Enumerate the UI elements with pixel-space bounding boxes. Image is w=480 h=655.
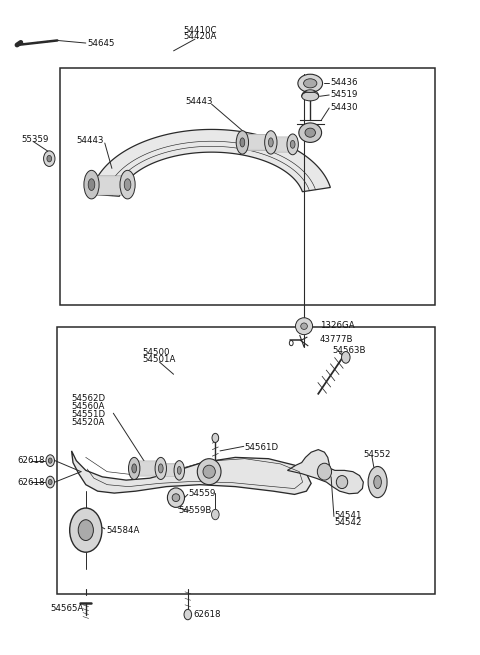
Text: 54542: 54542 (335, 519, 362, 527)
Ellipse shape (78, 519, 94, 540)
Ellipse shape (46, 455, 55, 466)
Text: 54541: 54541 (335, 512, 362, 520)
Polygon shape (72, 451, 311, 495)
Ellipse shape (158, 464, 163, 473)
Text: 62618: 62618 (17, 477, 45, 487)
Ellipse shape (374, 476, 382, 489)
Text: 54519: 54519 (330, 90, 358, 100)
Text: 54501A: 54501A (143, 355, 176, 364)
Text: 54559B: 54559B (179, 506, 212, 515)
Text: 54563B: 54563B (333, 346, 366, 355)
Ellipse shape (70, 508, 102, 552)
Polygon shape (288, 449, 363, 494)
Ellipse shape (48, 458, 52, 463)
Ellipse shape (303, 79, 317, 88)
Text: 54520A: 54520A (72, 418, 105, 427)
Text: 55359: 55359 (22, 135, 49, 143)
Ellipse shape (203, 465, 216, 478)
Text: 54561D: 54561D (245, 443, 279, 452)
Ellipse shape (84, 170, 99, 199)
Ellipse shape (301, 323, 307, 329)
Text: 54559: 54559 (189, 489, 216, 498)
Ellipse shape (290, 140, 295, 148)
Text: 62618: 62618 (193, 610, 221, 619)
Text: 54410C: 54410C (183, 26, 216, 35)
Text: 54430: 54430 (330, 103, 358, 113)
Polygon shape (91, 130, 330, 196)
Ellipse shape (264, 131, 277, 154)
Text: 43777B: 43777B (320, 335, 353, 345)
Ellipse shape (172, 494, 180, 502)
Ellipse shape (268, 138, 273, 147)
Ellipse shape (342, 352, 350, 364)
Ellipse shape (336, 476, 348, 489)
Ellipse shape (299, 123, 322, 142)
Text: 54565A: 54565A (50, 603, 84, 612)
Ellipse shape (301, 92, 319, 101)
Ellipse shape (212, 510, 219, 519)
Text: 54584A: 54584A (106, 525, 140, 534)
Ellipse shape (155, 457, 167, 479)
Text: 54562D: 54562D (72, 394, 106, 403)
Ellipse shape (132, 464, 137, 473)
Text: 62618: 62618 (17, 456, 45, 465)
Ellipse shape (44, 151, 55, 166)
Text: 54551D: 54551D (72, 410, 106, 419)
Ellipse shape (197, 458, 221, 485)
Bar (57, 328, 434, 594)
Ellipse shape (296, 318, 312, 335)
Ellipse shape (46, 476, 55, 488)
Bar (60, 67, 434, 305)
Text: 54443: 54443 (76, 136, 104, 145)
Ellipse shape (287, 134, 299, 155)
Ellipse shape (47, 155, 52, 162)
Ellipse shape (124, 179, 131, 191)
Text: 54500: 54500 (143, 348, 170, 357)
Text: 54645: 54645 (87, 39, 115, 48)
Ellipse shape (174, 460, 184, 480)
Ellipse shape (317, 463, 332, 480)
Ellipse shape (240, 138, 245, 147)
Ellipse shape (305, 128, 315, 137)
Text: 1326GA: 1326GA (320, 321, 354, 330)
Text: 54436: 54436 (330, 78, 358, 87)
Ellipse shape (184, 609, 192, 620)
Ellipse shape (168, 488, 184, 508)
Ellipse shape (120, 170, 135, 199)
Ellipse shape (88, 179, 95, 191)
Text: 54552: 54552 (363, 449, 391, 458)
Ellipse shape (129, 457, 140, 479)
Text: 54560A: 54560A (72, 402, 105, 411)
Ellipse shape (368, 466, 387, 498)
Text: 54443: 54443 (185, 97, 213, 106)
Ellipse shape (298, 74, 323, 92)
Ellipse shape (236, 131, 249, 154)
Ellipse shape (178, 466, 181, 474)
Ellipse shape (212, 434, 219, 442)
Text: 54420A: 54420A (183, 32, 216, 41)
Ellipse shape (48, 479, 52, 485)
